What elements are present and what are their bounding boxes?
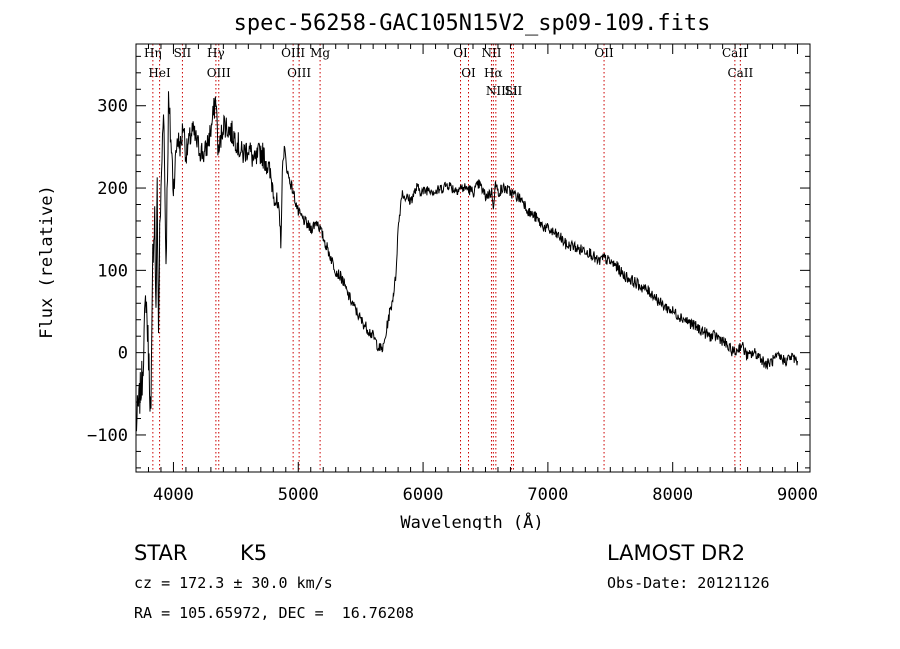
y-tick-label: 300 [97, 97, 128, 117]
line-marker-label: SII [505, 84, 523, 98]
line-marker-label: Hγ [207, 46, 225, 60]
line-marker-label: NII [481, 46, 501, 60]
y-axis-ticks: −100 0 100 200 300 [87, 55, 810, 469]
x-tick-label: 8000 [652, 485, 693, 505]
line-marker-label: OIII [287, 66, 311, 80]
subclass: K5 [240, 541, 268, 565]
line-marker-label: Hα [484, 66, 503, 80]
survey-name: LAMOST DR2 [607, 541, 746, 565]
x-axis-label: Wavelength (Å) [400, 511, 543, 530]
y-tick-label: 0 [118, 344, 128, 364]
line-marker-label: SII [174, 46, 192, 60]
x-tick-label: 7000 [527, 485, 568, 505]
line-marker-label: OI [461, 66, 476, 80]
line-marker-label: Mg [310, 46, 330, 60]
line-marker-label: CaII [727, 66, 753, 80]
line-marker-label: OIII [281, 46, 305, 60]
object-class: STAR [134, 541, 188, 565]
line-marker-label: OIII [207, 66, 231, 80]
x-tick-label: 9000 [777, 485, 818, 505]
y-axis-label: Flux (relative) [37, 185, 57, 339]
line-marker-label: Hη [144, 46, 162, 60]
spectrum-line [135, 91, 798, 432]
line-marker-label: HeI [148, 66, 171, 80]
redshift-cz: cz = 172.3 ± 30.0 km/s [134, 574, 333, 592]
spectrum-chart: spec-56258-GAC105N15V2_sp09-109.fits Hη H… [37, 11, 818, 530]
chart-title: spec-56258-GAC105N15V2_sp09-109.fits [234, 11, 711, 36]
x-tick-label: 6000 [403, 485, 444, 505]
line-marker-label: Li [506, 84, 518, 98]
line-markers [152, 44, 741, 472]
line-marker-label: OII [594, 46, 614, 60]
obs-date: Obs-Date: 20121126 [607, 574, 770, 592]
line-marker-label: OI [453, 46, 468, 60]
x-tick-label: 5000 [278, 485, 319, 505]
plot-frame [135, 43, 811, 473]
y-tick-label: 100 [97, 261, 128, 281]
x-tick-label: 4000 [153, 485, 194, 505]
line-marker-label: NII [486, 84, 506, 98]
y-tick-label: −100 [87, 426, 128, 446]
x-axis-ticks: 4000 5000 6000 7000 8000 9000 [135, 44, 818, 505]
y-tick-label: 200 [97, 179, 128, 199]
line-marker-label: CaII [722, 46, 748, 60]
coordinates: RA = 105.65972, DEC = 16.76208 [134, 604, 414, 622]
